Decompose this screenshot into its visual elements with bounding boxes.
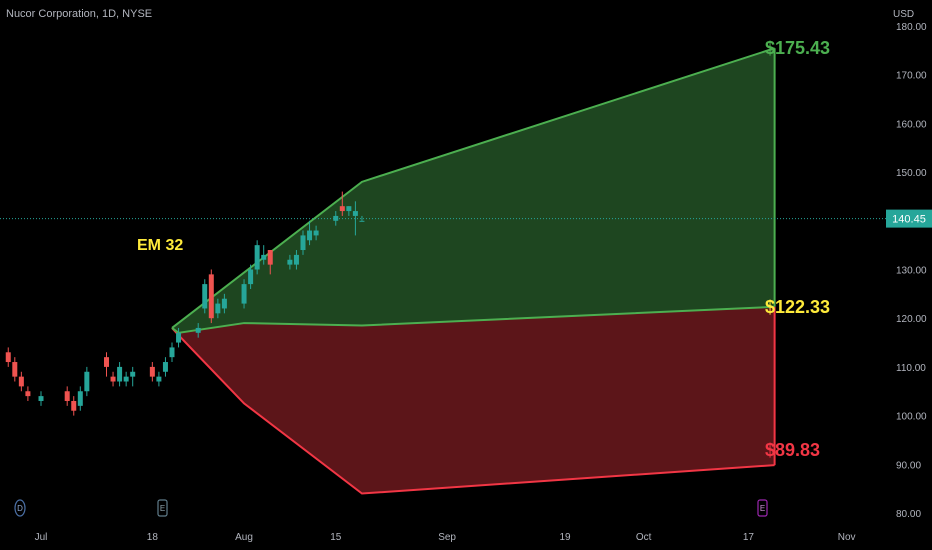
candle[interactable] [84, 366, 90, 397]
candle[interactable] [267, 250, 273, 275]
y-tick-label: 120.00 [896, 314, 927, 325]
lower-expected-zone [172, 306, 775, 494]
current-price-badge: 140.45 [886, 209, 932, 228]
candle[interactable] [300, 230, 306, 255]
candle[interactable] [352, 201, 358, 236]
candle[interactable] [261, 245, 267, 265]
candle[interactable] [176, 327, 182, 348]
y-tick-label: 160.00 [896, 119, 927, 130]
candle[interactable] [254, 240, 260, 275]
y-tick-label: 170.00 [896, 71, 927, 82]
candle[interactable] [346, 206, 352, 216]
x-tick-label: Aug [235, 532, 253, 543]
candle[interactable] [71, 396, 77, 416]
upper-expected-zone [172, 48, 775, 333]
x-tick-label: 18 [147, 532, 159, 543]
x-tick-label: Oct [636, 532, 652, 543]
x-tick-label: Nov [838, 532, 856, 543]
y-tick-label: 100.00 [896, 412, 927, 423]
upper-price-label: $175.43 [765, 38, 830, 58]
currency-label: USD [893, 9, 914, 20]
time-axis[interactable]: Jul 18 Aug 15 Sep 19 Oct 17 Nov [35, 532, 856, 543]
candle[interactable] [215, 298, 221, 319]
candle[interactable] [18, 371, 24, 392]
candle[interactable] [359, 215, 365, 222]
y-tick-label: 110.00 [896, 363, 926, 374]
candle[interactable] [208, 269, 214, 324]
candle[interactable] [38, 391, 44, 406]
y-tick-label: 90.00 [896, 460, 921, 471]
x-tick-label: Jul [35, 532, 48, 543]
candle[interactable] [307, 220, 313, 246]
lower-price-label: $89.83 [765, 440, 820, 460]
candle[interactable] [5, 347, 11, 367]
candle[interactable] [123, 371, 129, 387]
dividend-marker-icon[interactable]: D [14, 499, 26, 517]
candle[interactable] [130, 366, 136, 387]
svg-text:D: D [17, 504, 23, 513]
candle[interactable] [287, 254, 293, 270]
upper-expected-line [171, 47, 775, 329]
mid-price-label: $122.33 [765, 297, 830, 317]
candle[interactable] [77, 386, 83, 411]
earnings-marker-icon[interactable]: E [157, 499, 168, 517]
y-tick-label: 130.00 [896, 266, 927, 277]
svg-text:E: E [160, 504, 165, 513]
chart-title: Nucor Corporation, 1D, NYSE [6, 8, 153, 20]
candle[interactable] [221, 293, 227, 314]
x-tick-label: Sep [438, 532, 456, 543]
candle[interactable] [117, 362, 123, 387]
mid-expected-line [171, 305, 775, 334]
candle[interactable] [339, 191, 345, 216]
x-tick-label: 15 [330, 532, 342, 543]
candle[interactable] [25, 386, 31, 401]
candle[interactable] [241, 279, 247, 309]
candle[interactable] [64, 386, 70, 406]
candle[interactable] [202, 279, 208, 314]
y-tick-label: 180.00 [896, 22, 927, 33]
candle[interactable] [313, 225, 319, 241]
earnings-marker-upcoming-icon[interactable]: E [757, 499, 768, 517]
em-label: EM 32 [137, 237, 183, 254]
candle[interactable] [149, 362, 155, 382]
candle[interactable] [156, 371, 162, 387]
candle[interactable] [248, 264, 254, 289]
candle[interactable] [195, 323, 201, 338]
y-tick-label: 80.00 [896, 509, 921, 520]
x-tick-label: 19 [559, 532, 571, 543]
candle[interactable] [293, 250, 299, 270]
candle[interactable] [110, 371, 116, 387]
candle[interactable] [104, 352, 109, 377]
svg-text:E: E [760, 504, 765, 513]
x-tick-label: 17 [743, 532, 755, 543]
candle[interactable] [333, 211, 339, 226]
candle[interactable] [12, 357, 18, 382]
candle[interactable] [169, 342, 175, 363]
svg-text:140.45: 140.45 [892, 214, 926, 226]
y-tick-label: 150.00 [896, 168, 927, 179]
candle[interactable] [162, 357, 168, 377]
